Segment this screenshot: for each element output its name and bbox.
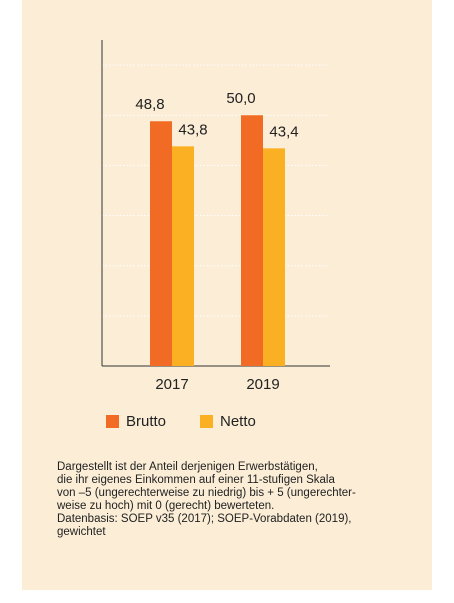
panel-background <box>22 0 432 590</box>
value-label: 50,0 <box>226 90 255 107</box>
footnote-line: von –5 (ungerechterweise zu niedrig) bis… <box>57 487 356 499</box>
footnote-line: gewichtet <box>57 526 106 538</box>
legend-label: Brutto <box>126 413 166 430</box>
bar <box>263 148 285 366</box>
bar <box>172 146 194 366</box>
footnote-line: weise zu hoch) mit 0 (gerecht) bewertete… <box>56 500 274 512</box>
footnote-line: Dargestellt ist der Anteil derjenigen Er… <box>57 461 318 473</box>
x-tick-label: 2019 <box>246 376 279 393</box>
bar <box>150 121 172 366</box>
bar <box>241 115 263 366</box>
value-label: 43,4 <box>269 123 298 140</box>
x-tick-label: 2017 <box>155 376 188 393</box>
legend-swatch <box>106 415 119 428</box>
legend-swatch <box>200 415 213 428</box>
footnote-line: die ihr eigenes Einkommen auf einer 11-s… <box>57 474 335 486</box>
legend-label: Netto <box>220 413 256 430</box>
value-label: 48,8 <box>135 96 164 113</box>
value-label: 43,8 <box>178 121 207 138</box>
footnote-line: Datenbasis: SOEP v35 (2017); SOEP-Vorabd… <box>57 513 352 525</box>
